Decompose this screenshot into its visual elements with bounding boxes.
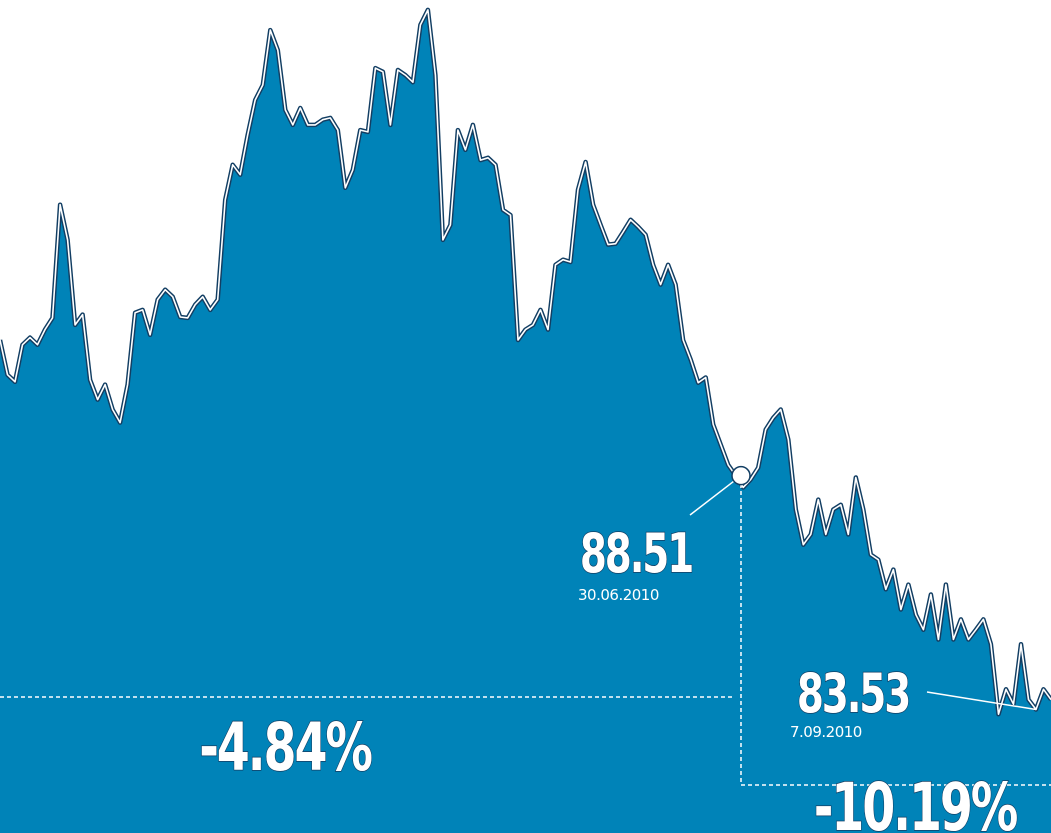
value-label: 88.51 — [580, 523, 692, 586]
change-label: -4.84% — [199, 709, 371, 786]
point-marker — [731, 465, 751, 486]
leader-line — [689, 475, 742, 516]
plot — [0, 7, 1051, 833]
area — [0, 9, 1051, 833]
leader-line — [926, 691, 1037, 711]
line — [0, 9, 1051, 715]
date-label: 7.09.2010 — [790, 723, 862, 741]
value-label: 83.53 — [797, 663, 909, 726]
date-label: 30.06.2010 — [578, 586, 659, 604]
reference-line — [740, 484, 1051, 786]
change-label: -10.19% — [814, 769, 1017, 833]
